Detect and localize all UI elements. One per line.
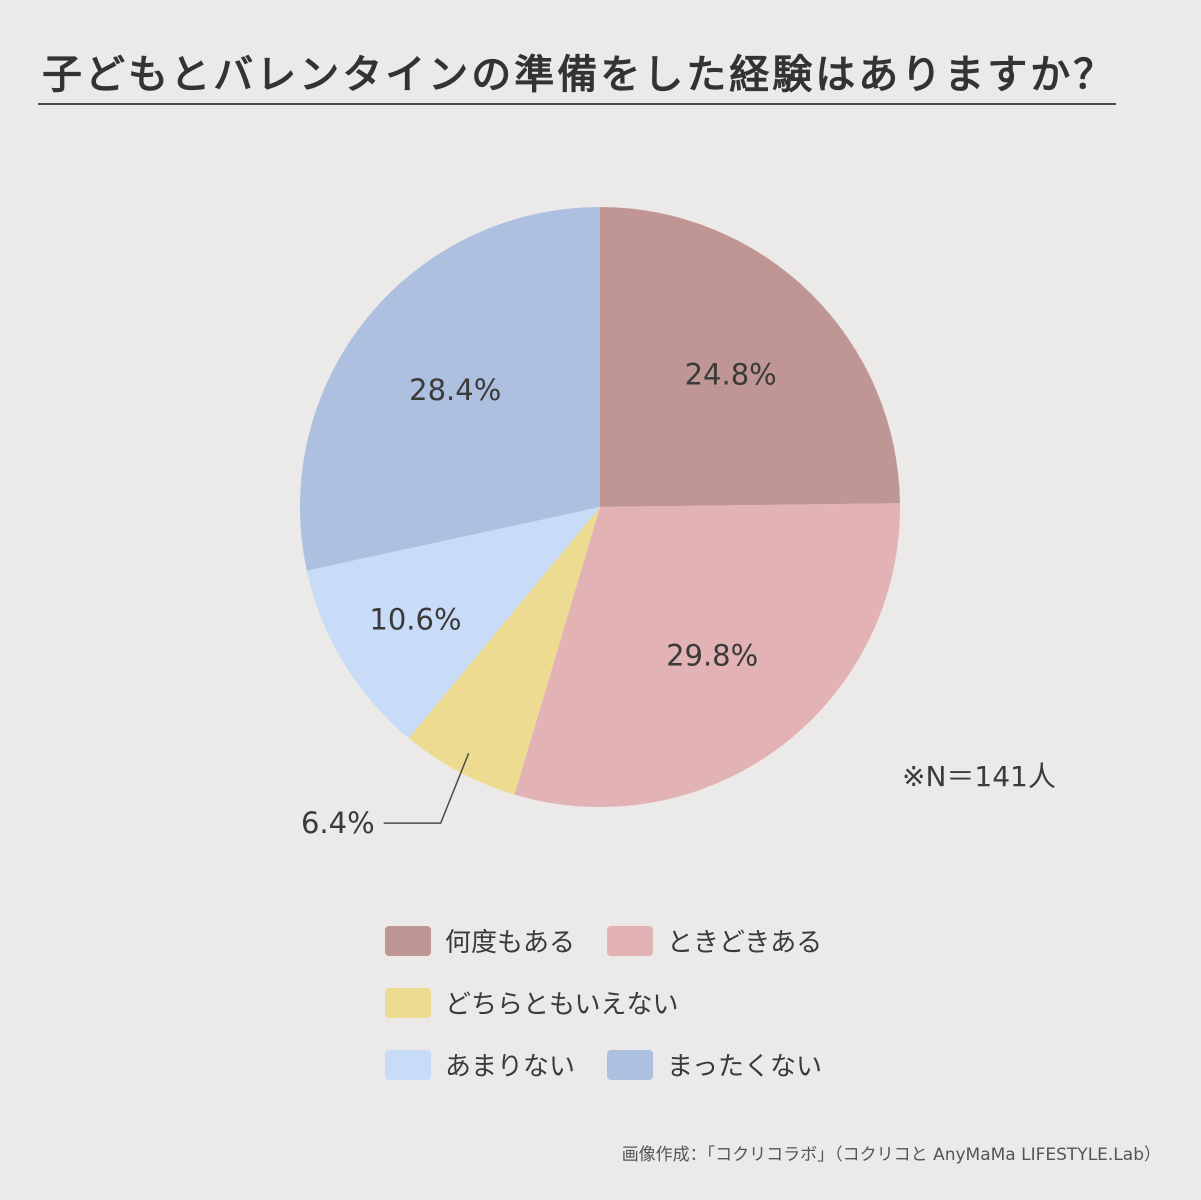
- legend-item-3: あまりない: [385, 1046, 575, 1083]
- legend-swatch: [607, 1049, 653, 1080]
- legend-label: あまりない: [445, 1052, 576, 1082]
- title-underline: [38, 103, 1116, 105]
- pie-slice-1: [514, 503, 900, 807]
- pie-slice-0: [600, 207, 900, 507]
- slice-label-0: 24.8%: [685, 358, 777, 392]
- legend-label: どちらともいえない: [445, 990, 679, 1020]
- sample-size-note: ※N＝141人: [902, 760, 1056, 793]
- slice-label-1: 29.8%: [666, 638, 758, 672]
- pie-slice-3: [306, 507, 600, 739]
- leader-line: [383, 752, 470, 824]
- image-credit: 画像作成：「コクリコラボ」（コクリコと AnyMaMa LIFESTYLE.La…: [621, 1145, 1161, 1165]
- legend-swatch: [607, 925, 653, 956]
- legend-swatch: [385, 1049, 431, 1080]
- legend-label: 何度もある: [445, 928, 576, 958]
- legend-label: ときどきある: [667, 928, 823, 958]
- slice-label-3: 10.6%: [369, 602, 461, 636]
- legend-swatch: [385, 925, 431, 956]
- legend-item-1: ときどきある: [607, 922, 822, 959]
- pie-slice-4: [299, 207, 600, 571]
- slice-label-4: 28.4%: [409, 373, 501, 407]
- slice-label-2: 6.4%: [301, 806, 375, 840]
- legend-item-0: 何度もある: [385, 922, 575, 959]
- pie-slice-2: [408, 507, 600, 795]
- legend-label: まったくない: [667, 1052, 822, 1082]
- legend-item-4: まったくない: [607, 1046, 822, 1083]
- legend-item-2: どちらともいえない: [385, 984, 678, 1021]
- chart-title: 子どもとバレンタインの準備をした経験はありますか？: [42, 52, 1117, 98]
- legend-swatch: [385, 987, 431, 1018]
